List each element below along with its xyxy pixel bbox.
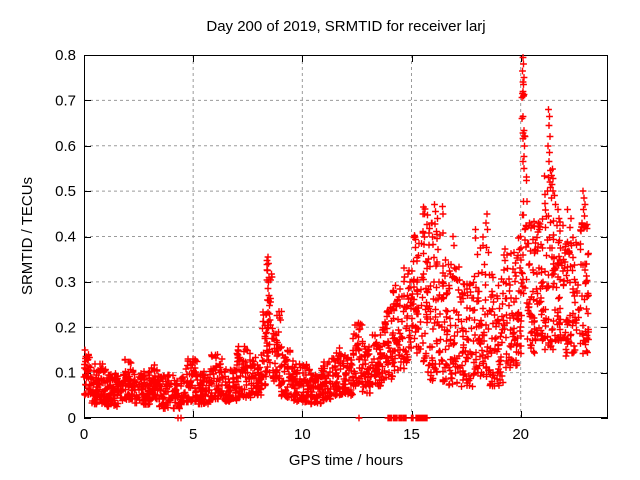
y-tick-label: 0.5 bbox=[55, 183, 76, 200]
y-axis-tick-labels: 0 0.1 0.2 0.3 0.4 0.5 0.6 0.7 0.8 bbox=[55, 47, 76, 427]
y-tick-label: 0.7 bbox=[55, 92, 76, 109]
y-tick-label: 0 bbox=[68, 410, 76, 427]
x-tick-label: 15 bbox=[403, 426, 420, 443]
y-tick-label: 0.2 bbox=[55, 319, 76, 336]
y-tick-label: 0.6 bbox=[55, 138, 76, 155]
x-tick-label: 20 bbox=[512, 426, 529, 443]
y-tick-label: 0.3 bbox=[55, 274, 76, 291]
plot-frame bbox=[84, 55, 608, 418]
x-axis-tick-labels: 0 5 10 15 20 bbox=[80, 426, 529, 443]
x-tick-label: 5 bbox=[189, 426, 197, 443]
scatter-data-points bbox=[80, 54, 592, 422]
y-tick-label: 0.8 bbox=[55, 47, 76, 64]
x-tick-label: 10 bbox=[294, 426, 311, 443]
x-axis-label: GPS time / hours bbox=[289, 452, 403, 469]
chart-title: Day 200 of 2019, SRMTID for receiver lar… bbox=[206, 18, 485, 35]
y-axis-label: SRMTID / TECUs bbox=[19, 177, 36, 295]
y-tick-label: 0.1 bbox=[55, 365, 76, 382]
y-tick-label: 0.4 bbox=[55, 229, 76, 246]
x-tick-label: 0 bbox=[80, 426, 88, 443]
